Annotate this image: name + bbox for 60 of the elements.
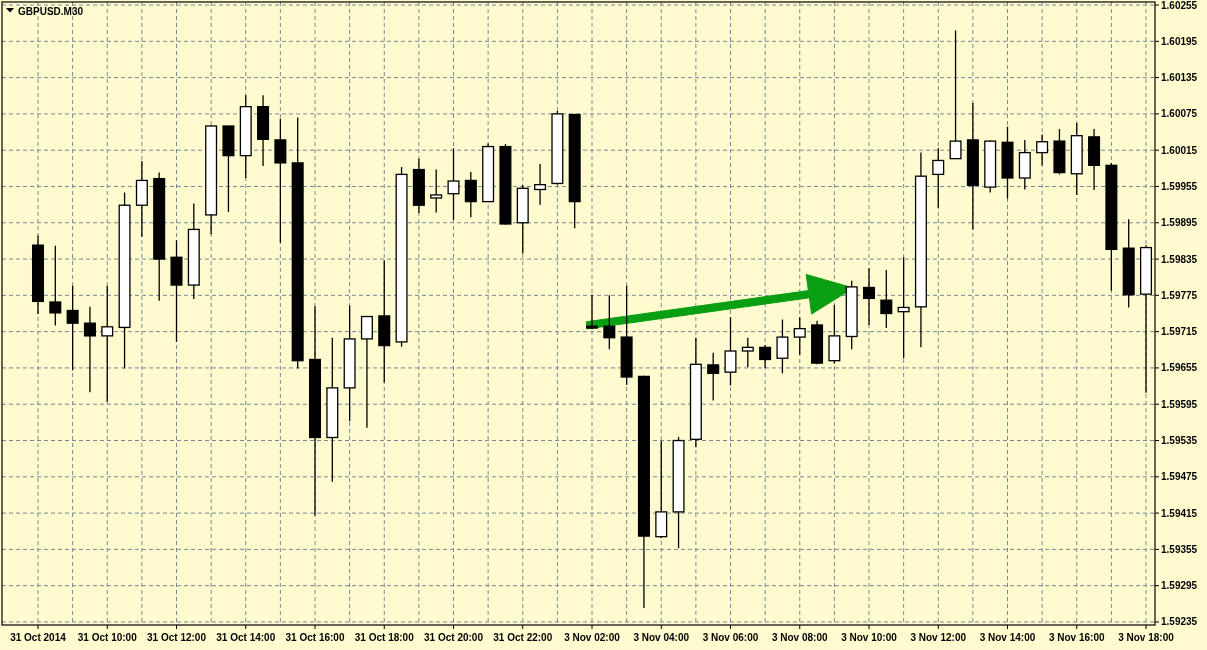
- candlestick: [1036, 133, 1049, 166]
- candlestick: [897, 256, 910, 359]
- y-tick-label: 1.59355: [1161, 543, 1198, 555]
- y-tick-label: 1.59535: [1161, 435, 1198, 447]
- candlestick: [862, 267, 876, 326]
- candlestick: [603, 294, 616, 350]
- candlestick: [724, 316, 737, 387]
- candlestick: [101, 285, 114, 403]
- x-tick-label: 31 Oct 18:00: [354, 632, 415, 643]
- y-tick-label: 1.59655: [1161, 362, 1198, 374]
- x-tick-label: 3 Nov 06:00: [702, 632, 759, 643]
- x-tick-label: 31 Oct 16:00: [285, 632, 345, 643]
- x-tick-label: 3 Nov 12:00: [910, 632, 967, 643]
- candlestick: [949, 29, 962, 160]
- y-tick-label: 1.60015: [1161, 144, 1198, 156]
- y-tick-label: 1.59715: [1161, 326, 1198, 338]
- x-tick-label: 31 Oct 10:00: [77, 632, 138, 643]
- candlestick: [464, 171, 477, 218]
- y-tick-label: 1.59475: [1161, 471, 1198, 483]
- candlestick: [360, 315, 373, 429]
- candlestick: [534, 163, 547, 206]
- candlestick: [274, 118, 287, 244]
- y-tick-label: 1.59295: [1161, 580, 1198, 592]
- y-tick-label: 1.59955: [1161, 180, 1198, 192]
- y-tick-label: 1.60075: [1161, 108, 1198, 120]
- x-tick-label: 3 Nov 16:00: [1048, 632, 1105, 643]
- x-tick-label: 31 Oct 14:00: [216, 632, 276, 643]
- y-tick-label: 1.59415: [1161, 507, 1198, 519]
- candlestick: [776, 318, 789, 375]
- candlestick: [759, 344, 772, 369]
- chart-title: GBPUSD.M30: [18, 6, 84, 17]
- x-tick-label: 3 Nov 08:00: [771, 632, 828, 643]
- candlestick: [66, 285, 79, 372]
- candlestick: [880, 269, 893, 329]
- candlestick: [741, 337, 754, 368]
- y-tick-label: 1.60135: [1161, 72, 1198, 84]
- x-tick-label: 31 Oct 12:00: [147, 632, 207, 643]
- x-tick-label: 3 Nov 04:00: [633, 632, 690, 643]
- x-tick-label: 3 Nov 02:00: [564, 632, 621, 643]
- y-tick-label: 1.60255: [1161, 0, 1198, 11]
- x-tick-label: 3 Nov 18:00: [1118, 632, 1175, 643]
- x-tick-label: 31 Oct 2014: [10, 632, 67, 643]
- y-tick-label: 1.59595: [1161, 398, 1198, 410]
- y-tick-label: 1.60195: [1161, 35, 1198, 47]
- x-tick-label: 3 Nov 14:00: [979, 632, 1036, 643]
- candlestick: [707, 352, 720, 402]
- x-tick-label: 31 Oct 20:00: [424, 632, 484, 643]
- x-tick-label: 31 Oct 22:00: [493, 632, 553, 643]
- candlestick: [447, 147, 460, 221]
- y-tick-label: 1.59835: [1161, 253, 1198, 265]
- candlestick: [932, 147, 945, 209]
- x-tick-label: 3 Nov 10:00: [841, 632, 898, 643]
- y-tick-label: 1.59895: [1161, 217, 1198, 229]
- candlestick: [430, 168, 443, 214]
- candlestick: [585, 294, 599, 330]
- y-tick-label: 1.59235: [1161, 616, 1198, 628]
- candlestick: [49, 245, 62, 327]
- y-tick-label: 1.59775: [1161, 289, 1198, 301]
- candlestick: [793, 316, 806, 356]
- candlestick: [83, 306, 96, 393]
